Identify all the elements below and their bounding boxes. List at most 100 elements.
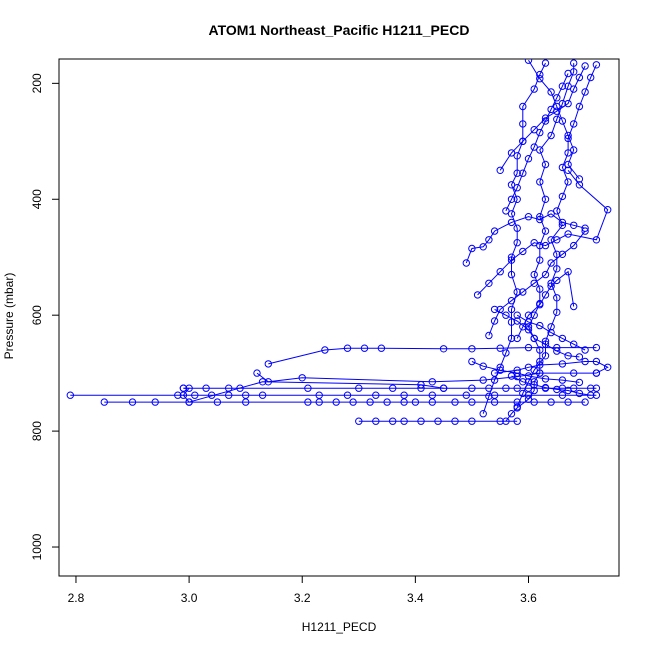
data-point xyxy=(553,276,561,285)
data-point xyxy=(411,398,420,406)
data-point xyxy=(507,270,516,279)
data-point xyxy=(558,82,567,90)
data-point xyxy=(524,363,533,371)
data-point xyxy=(536,241,544,250)
data-point xyxy=(315,391,323,399)
data-point xyxy=(490,376,499,384)
data-point xyxy=(428,378,436,386)
data-point xyxy=(564,131,572,140)
data-point xyxy=(519,102,527,111)
data-point xyxy=(502,207,510,215)
data-point xyxy=(553,385,561,394)
data-point xyxy=(507,297,516,305)
data-point xyxy=(225,391,233,399)
data-point xyxy=(530,366,538,374)
data-point xyxy=(592,343,601,352)
data-point xyxy=(547,210,555,218)
data-point xyxy=(490,317,499,325)
data-point xyxy=(530,398,538,406)
data-point xyxy=(524,311,533,319)
data-point xyxy=(298,374,306,382)
data-point xyxy=(151,398,159,406)
data-point xyxy=(536,285,544,293)
data-point xyxy=(547,105,555,114)
data-point xyxy=(547,323,555,331)
data-point xyxy=(513,184,521,192)
data-point xyxy=(513,311,521,319)
data-point xyxy=(536,256,544,264)
data-point xyxy=(185,398,193,406)
data-point xyxy=(541,227,550,235)
data-point xyxy=(553,250,561,259)
data-point xyxy=(202,384,210,392)
data-point xyxy=(185,384,193,392)
data-point xyxy=(581,346,589,354)
x-tick-label: 2.8 xyxy=(68,591,85,605)
data-point xyxy=(513,334,521,343)
data-point xyxy=(100,398,109,406)
data-point xyxy=(502,417,510,425)
data-point xyxy=(575,175,584,183)
data-point xyxy=(389,384,397,392)
series-line xyxy=(499,65,586,171)
data-point xyxy=(524,343,533,352)
data-point xyxy=(553,236,561,244)
data-point xyxy=(592,357,601,366)
series-line xyxy=(494,308,580,358)
data-point xyxy=(439,384,448,392)
data-point xyxy=(389,417,397,425)
data-point xyxy=(513,384,521,392)
data-point xyxy=(507,195,516,204)
data-point xyxy=(485,331,493,340)
data-point xyxy=(536,301,544,309)
data-point xyxy=(553,294,561,302)
data-point xyxy=(507,318,516,326)
data-point xyxy=(502,349,510,357)
data-point xyxy=(355,384,363,392)
data-point xyxy=(564,386,572,395)
data-point xyxy=(564,99,572,108)
data-point xyxy=(541,117,550,125)
data-point xyxy=(581,62,589,70)
series-line xyxy=(477,169,609,296)
data-point xyxy=(366,398,374,406)
data-point xyxy=(575,389,584,398)
data-point xyxy=(519,137,527,146)
data-point xyxy=(468,417,476,425)
data-point xyxy=(485,392,493,400)
data-point xyxy=(451,417,459,425)
data-point xyxy=(581,88,589,96)
data-point xyxy=(564,398,572,406)
y-axis-label: Pressure (mbar) xyxy=(2,273,16,360)
data-point xyxy=(581,398,589,406)
data-point xyxy=(564,268,572,276)
data-point xyxy=(553,265,561,273)
data-point xyxy=(434,417,442,425)
data-point xyxy=(536,128,544,137)
data-point xyxy=(575,73,584,82)
data-point xyxy=(564,352,572,360)
data-point xyxy=(581,227,589,235)
data-point xyxy=(490,391,499,399)
data-point xyxy=(473,291,482,299)
series-line xyxy=(516,64,597,407)
data-point xyxy=(513,152,521,160)
data-point xyxy=(592,369,601,377)
data-point xyxy=(519,247,527,256)
series-line xyxy=(256,372,597,383)
data-point xyxy=(524,155,533,163)
data-point xyxy=(541,59,550,67)
data-point xyxy=(530,143,538,151)
series-line xyxy=(488,230,586,336)
data-point xyxy=(490,305,499,314)
data-point xyxy=(558,163,567,172)
data-point xyxy=(570,85,578,93)
x-tick-label: 3.6 xyxy=(520,591,537,605)
data-point xyxy=(587,384,595,392)
data-point xyxy=(349,398,357,406)
data-point xyxy=(513,288,521,296)
data-point xyxy=(575,181,584,189)
data-point xyxy=(507,305,516,314)
plot-frame xyxy=(58,58,620,577)
